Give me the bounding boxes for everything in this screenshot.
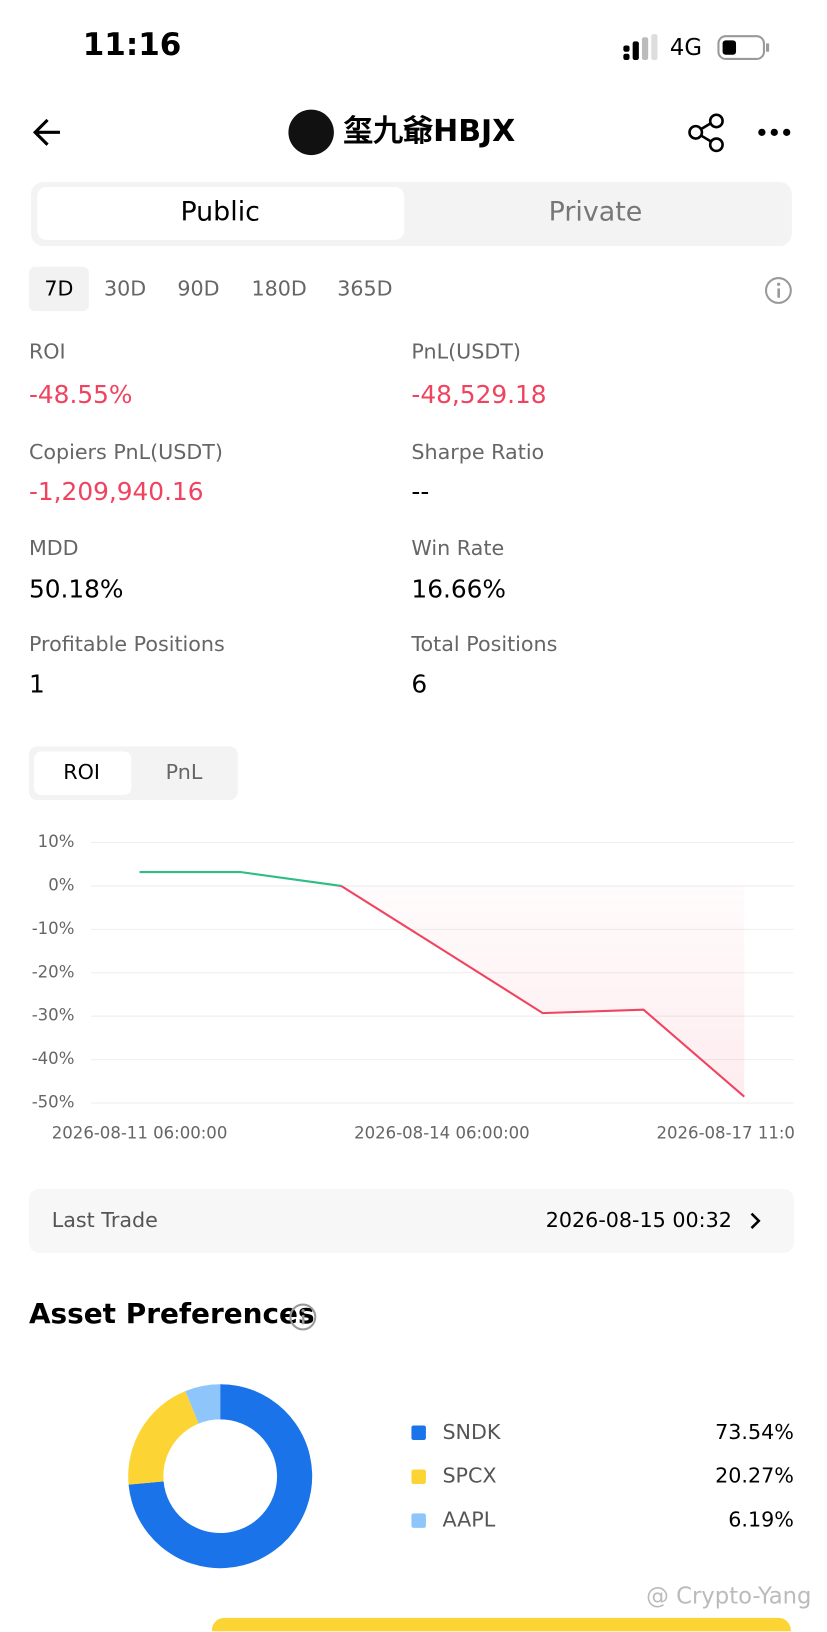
last-trade-label: Last Trade	[52, 1208, 158, 1232]
stat-label: Win Rate	[411, 536, 504, 560]
back-button[interactable]	[32, 118, 60, 146]
period-option[interactable]: 90D	[177, 276, 219, 300]
x-tick-label: 2026-08-11 06:00:00	[52, 1124, 228, 1143]
y-tick-label: -40%	[32, 1049, 75, 1068]
stat-value: 6	[411, 669, 427, 698]
stat-value: --	[411, 477, 429, 506]
more-button[interactable]	[758, 128, 791, 136]
donut-slice	[128, 1391, 199, 1485]
watermark: @ Crypto-Yang	[646, 1584, 811, 1610]
legend-label: SPCX	[442, 1464, 496, 1488]
stat-label: Copiers PnL(USDT)	[29, 440, 223, 464]
stat-value: 1	[29, 669, 45, 698]
donut-slice	[185, 1384, 221, 1424]
tab-active-bg	[37, 187, 405, 240]
info-icon[interactable]	[764, 277, 792, 304]
signal-icon	[623, 34, 658, 60]
info-icon[interactable]	[289, 1303, 317, 1331]
toggle-option[interactable]: ROI	[63, 760, 100, 784]
period-option[interactable]: 180D	[251, 276, 306, 300]
period-option[interactable]: 30D	[104, 276, 146, 300]
stat-label: MDD	[29, 536, 79, 560]
toggle-active-bg	[34, 751, 132, 795]
avatar[interactable]	[288, 109, 334, 156]
legend-value: 20.27%	[715, 1464, 794, 1488]
period-active-bg	[28, 266, 89, 312]
header-title: 玺九爺HBJX	[343, 114, 515, 149]
section-title: Asset Preferences	[29, 1297, 315, 1330]
chevron	[750, 1212, 761, 1230]
y-tick-label: 0%	[48, 875, 74, 894]
last-trade-row[interactable]	[28, 1188, 794, 1253]
stat-value: -48.55%	[29, 380, 132, 409]
y-tick-label: -10%	[32, 919, 75, 938]
legend-swatch	[411, 1469, 426, 1484]
stat-label: Total Positions	[410, 632, 557, 656]
toggle-option[interactable]: PnL	[166, 760, 203, 784]
y-tick-label: -20%	[32, 962, 75, 981]
legend-value: 73.54%	[715, 1420, 794, 1444]
stat-label: PnL(USDT)	[411, 340, 521, 364]
y-tick-label: -30%	[32, 1006, 75, 1025]
time: 11:16	[83, 27, 182, 63]
legend-label: AAPL	[442, 1508, 495, 1532]
stat-value: 16.66%	[411, 574, 506, 603]
tab[interactable]: Private	[549, 196, 643, 227]
period-option[interactable]: 7D	[44, 276, 73, 300]
battery-icon	[717, 35, 770, 60]
stat-value: -48,529.18	[411, 380, 546, 409]
legend-swatch	[411, 1513, 426, 1528]
share-button[interactable]	[688, 113, 724, 153]
roi-line	[139, 870, 745, 1098]
stat-label: Sharpe Ratio	[411, 440, 544, 464]
tab[interactable]: Public	[180, 196, 259, 227]
stat-label: ROI	[29, 340, 66, 364]
stat-value: -1,209,940.16	[29, 477, 204, 506]
donut-slice	[128, 1384, 313, 1569]
stat-value: 50.18%	[29, 574, 124, 603]
copy-button[interactable]	[211, 1617, 791, 1632]
network: 4G	[670, 35, 702, 61]
legend-value: 6.19%	[728, 1508, 794, 1532]
y-tick-label: 10%	[38, 832, 75, 851]
y-tick-label: -50%	[32, 1093, 75, 1112]
loss-area	[139, 885, 745, 1097]
legend-swatch	[411, 1425, 426, 1441]
last-trade-value: 2026-08-15 00:32	[546, 1208, 732, 1232]
period-option[interactable]: 365D	[337, 276, 392, 300]
x-tick-label: 2026-08-14 06:00:00	[354, 1124, 530, 1143]
legend-label: SNDK	[442, 1420, 500, 1444]
stat-label: Profitable Positions	[29, 632, 225, 656]
x-tick-label: 2026-08-17 11:00:00	[657, 1124, 827, 1143]
